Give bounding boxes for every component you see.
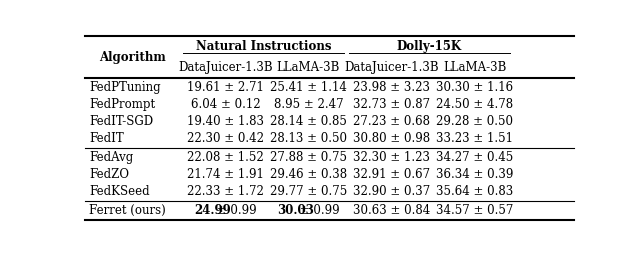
Text: 27.23 ± 0.68: 27.23 ± 0.68 xyxy=(353,115,430,128)
Text: FedIT-SGD: FedIT-SGD xyxy=(89,115,153,128)
Text: 21.74 ± 1.91: 21.74 ± 1.91 xyxy=(187,168,264,181)
Text: 19.61 ± 2.71: 19.61 ± 2.71 xyxy=(187,81,264,93)
Text: 32.91 ± 0.67: 32.91 ± 0.67 xyxy=(353,168,430,181)
Text: 34.57 ± 0.57: 34.57 ± 0.57 xyxy=(436,204,513,217)
Text: 28.14 ± 0.85: 28.14 ± 0.85 xyxy=(270,115,347,128)
Text: Ferret (ours): Ferret (ours) xyxy=(89,204,166,217)
Text: 22.33 ± 1.72: 22.33 ± 1.72 xyxy=(187,185,264,198)
Text: DataJuicer-1.3B: DataJuicer-1.3B xyxy=(344,61,439,74)
Text: 30.63 ± 0.84: 30.63 ± 0.84 xyxy=(353,204,430,217)
Text: 32.73 ± 0.87: 32.73 ± 0.87 xyxy=(353,98,430,111)
Text: FedKSeed: FedKSeed xyxy=(89,185,150,198)
Text: 29.77 ± 0.75: 29.77 ± 0.75 xyxy=(270,185,347,198)
Text: 22.08 ± 1.52: 22.08 ± 1.52 xyxy=(187,151,264,164)
Text: 36.34 ± 0.39: 36.34 ± 0.39 xyxy=(436,168,513,181)
Text: FedIT: FedIT xyxy=(89,132,124,145)
Text: FedPrompt: FedPrompt xyxy=(89,98,155,111)
Text: 29.28 ± 0.50: 29.28 ± 0.50 xyxy=(436,115,513,128)
Text: FedPTuning: FedPTuning xyxy=(89,81,161,93)
Text: Dolly-15K: Dolly-15K xyxy=(397,40,462,53)
Text: Natural Instructions: Natural Instructions xyxy=(196,40,331,53)
Text: 8.95 ± 2.47: 8.95 ± 2.47 xyxy=(274,98,343,111)
Text: 19.40 ± 1.83: 19.40 ± 1.83 xyxy=(187,115,264,128)
Text: 23.98 ± 3.23: 23.98 ± 3.23 xyxy=(353,81,430,93)
Text: 24.50 ± 4.78: 24.50 ± 4.78 xyxy=(436,98,513,111)
Text: DataJuicer-1.3B: DataJuicer-1.3B xyxy=(178,61,273,74)
Text: 30.30 ± 1.16: 30.30 ± 1.16 xyxy=(436,81,513,93)
Text: 30.80 ± 0.98: 30.80 ± 0.98 xyxy=(353,132,430,145)
Text: 27.88 ± 0.75: 27.88 ± 0.75 xyxy=(270,151,347,164)
Text: 33.23 ± 1.51: 33.23 ± 1.51 xyxy=(436,132,513,145)
Text: 25.41 ± 1.14: 25.41 ± 1.14 xyxy=(270,81,347,93)
Text: ± 0.99: ± 0.99 xyxy=(296,204,339,217)
Text: ± 0.99: ± 0.99 xyxy=(212,204,256,217)
Text: FedZO: FedZO xyxy=(89,168,129,181)
Text: 32.90 ± 0.37: 32.90 ± 0.37 xyxy=(353,185,430,198)
Text: 24.99: 24.99 xyxy=(195,204,231,217)
Text: Algorithm: Algorithm xyxy=(99,51,166,64)
Text: 34.27 ± 0.45: 34.27 ± 0.45 xyxy=(436,151,513,164)
Text: 35.64 ± 0.83: 35.64 ± 0.83 xyxy=(436,185,513,198)
Text: 32.30 ± 1.23: 32.30 ± 1.23 xyxy=(353,151,430,164)
Text: 30.03: 30.03 xyxy=(278,204,314,217)
Text: LLaMA-3B: LLaMA-3B xyxy=(443,61,506,74)
Text: FedAvg: FedAvg xyxy=(89,151,133,164)
Text: 29.46 ± 0.38: 29.46 ± 0.38 xyxy=(270,168,347,181)
Text: LLaMA-3B: LLaMA-3B xyxy=(276,61,340,74)
Text: 22.30 ± 0.42: 22.30 ± 0.42 xyxy=(187,132,264,145)
Text: 6.04 ± 0.12: 6.04 ± 0.12 xyxy=(191,98,260,111)
Text: 28.13 ± 0.50: 28.13 ± 0.50 xyxy=(270,132,347,145)
